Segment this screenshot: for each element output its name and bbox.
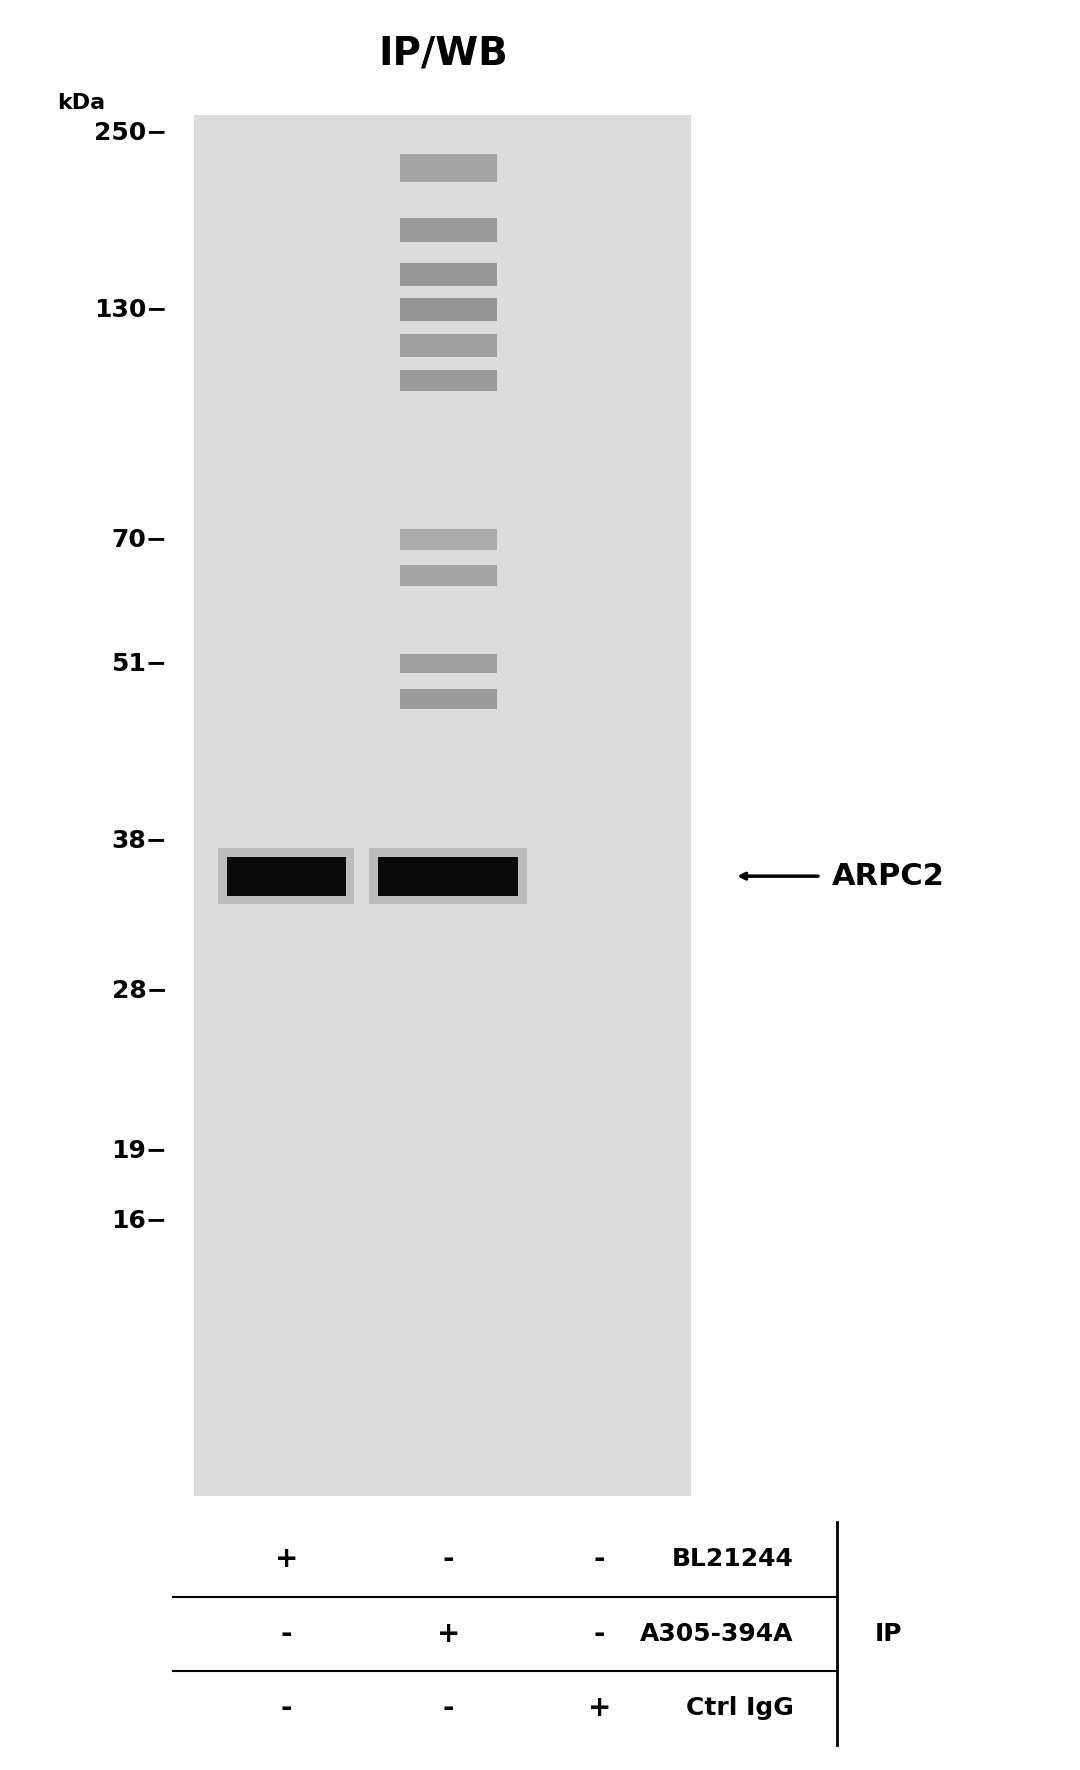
- Text: kDa: kDa: [57, 92, 105, 113]
- Bar: [400, 370, 497, 391]
- Bar: [400, 529, 497, 550]
- Text: 19−: 19−: [111, 1138, 167, 1163]
- Text: 38−: 38−: [111, 828, 167, 853]
- Bar: [400, 218, 497, 242]
- Bar: [400, 655, 497, 674]
- Text: A305-394A: A305-394A: [640, 1621, 794, 1646]
- Text: 70−: 70−: [111, 527, 167, 552]
- Text: +: +: [588, 1694, 611, 1722]
- Text: +: +: [274, 1545, 298, 1574]
- Text: +: +: [436, 1620, 460, 1648]
- Text: IP: IP: [875, 1621, 902, 1646]
- Bar: [400, 565, 497, 586]
- Text: 16−: 16−: [111, 1209, 167, 1234]
- Text: 28−: 28−: [111, 979, 167, 1004]
- Text: -: -: [443, 1545, 454, 1574]
- Text: 250−: 250−: [94, 120, 167, 145]
- Bar: [400, 690, 497, 710]
- Text: -: -: [443, 1694, 454, 1722]
- Text: Ctrl IgG: Ctrl IgG: [686, 1696, 794, 1720]
- Text: -: -: [594, 1545, 605, 1574]
- Text: -: -: [281, 1620, 292, 1648]
- Text: ARPC2: ARPC2: [832, 862, 945, 890]
- Bar: [400, 262, 497, 285]
- Bar: [400, 333, 497, 356]
- Text: -: -: [281, 1694, 292, 1722]
- Bar: [400, 154, 497, 182]
- Text: -: -: [594, 1620, 605, 1648]
- Bar: [378, 857, 518, 896]
- Bar: [369, 848, 527, 904]
- Text: 130−: 130−: [94, 297, 167, 322]
- Text: 51−: 51−: [111, 651, 167, 676]
- Bar: [218, 848, 354, 904]
- Text: IP/WB: IP/WB: [378, 34, 508, 73]
- Text: BL21244: BL21244: [672, 1547, 794, 1572]
- Bar: [400, 297, 497, 320]
- Bar: [194, 115, 691, 1496]
- Bar: [227, 857, 346, 896]
